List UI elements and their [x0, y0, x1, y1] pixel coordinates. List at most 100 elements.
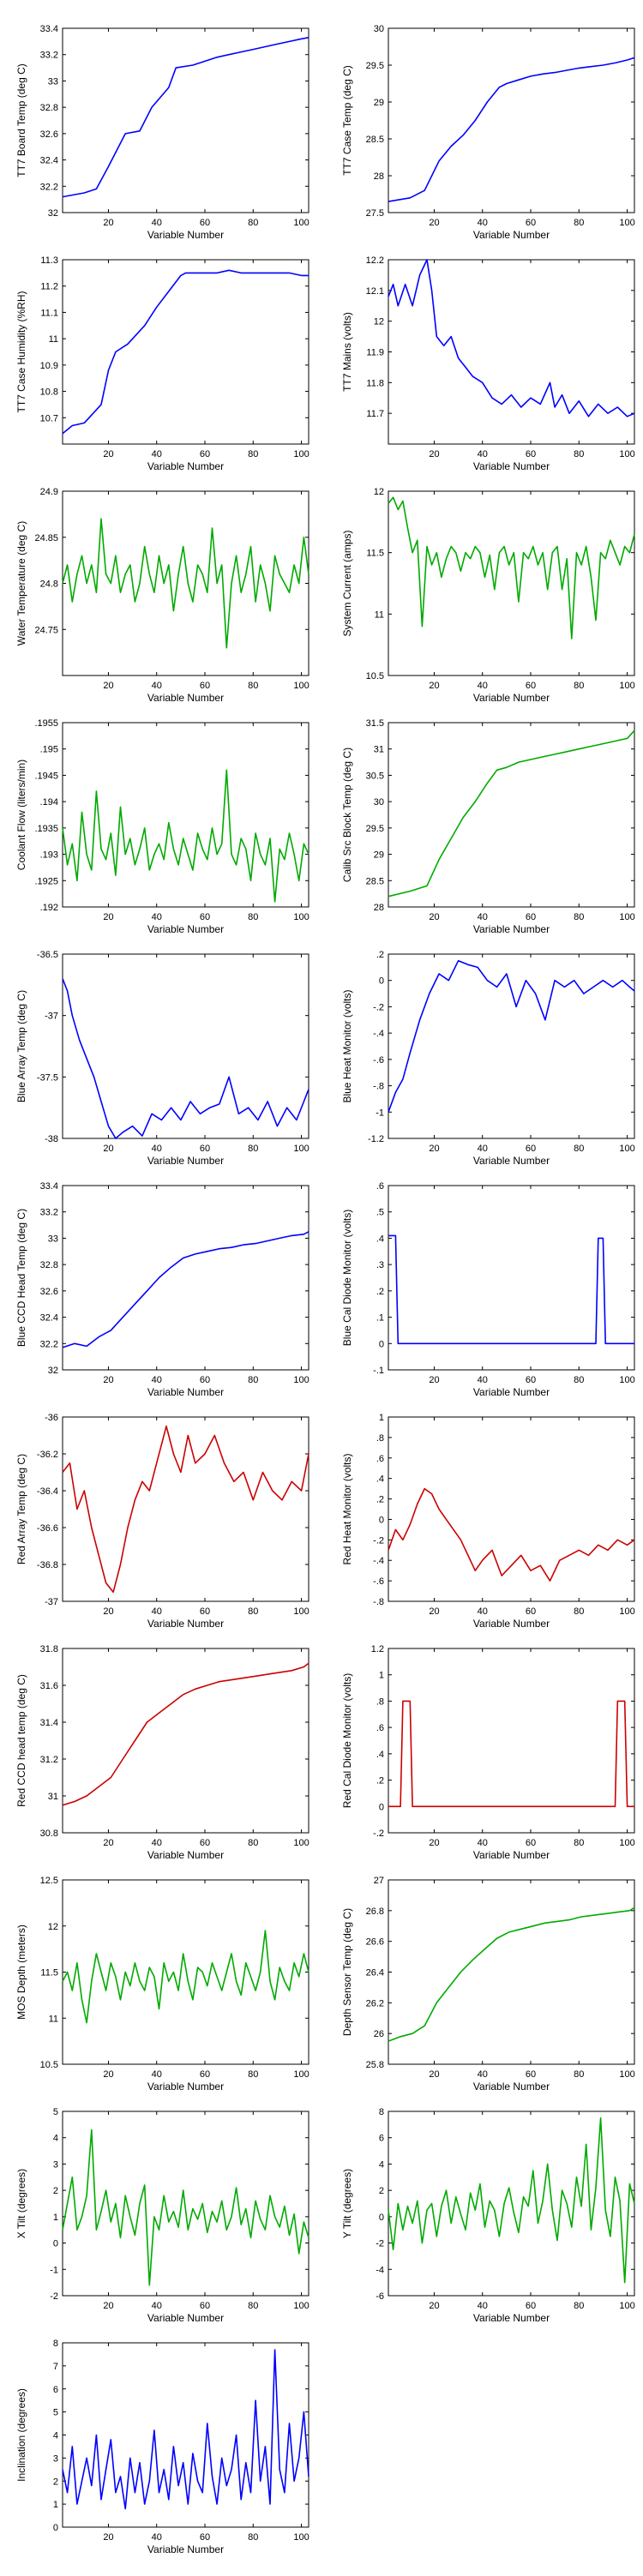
y-tick-label: .6 [376, 1723, 384, 1733]
x-axis-label: Variable Number [473, 229, 550, 241]
x-tick-label: 80 [574, 218, 584, 228]
y-tick-label: .2 [376, 1776, 384, 1786]
y-axis-label: Blue CCD Head Temp (deg C) [15, 1209, 27, 1347]
y-tick-label: .192 [40, 903, 58, 913]
series-line [62, 1231, 309, 1348]
x-tick-label: 80 [248, 912, 258, 922]
x-tick-label: 60 [200, 1375, 210, 1385]
y-axis-label: X Tilt (degrees) [15, 2169, 27, 2238]
y-tick-label: 1 [53, 2213, 58, 2223]
y-tick-label: 24.8 [40, 579, 58, 590]
y-tick-label: .1 [376, 1313, 384, 1324]
series-line [388, 1906, 635, 2042]
x-axis-label: Variable Number [147, 1386, 224, 1398]
y-tick-label: 29.5 [366, 61, 384, 71]
x-axis-label: Variable Number [147, 1849, 224, 1861]
series-line [62, 2129, 309, 2286]
plot-frame [62, 2342, 309, 2528]
y-tick-label: .194 [40, 797, 58, 808]
x-tick-label: 40 [152, 449, 162, 459]
y-tick-label: 11.5 [366, 549, 384, 559]
x-tick-label: 100 [619, 1838, 634, 1848]
y-tick-label: 11.2 [40, 282, 58, 292]
y-tick-label: 11.5 [40, 1968, 58, 1979]
x-tick-label: 100 [619, 912, 634, 922]
x-axis-label: Variable Number [473, 692, 550, 704]
y-axis-label: Inclination (degrees) [15, 2388, 27, 2482]
series-line [388, 959, 635, 1113]
series-line [388, 1234, 634, 1345]
x-tick-label: 80 [248, 1144, 258, 1154]
x-tick-label: 80 [574, 681, 584, 691]
series-line [388, 259, 635, 417]
y-tick-label: -1 [50, 2265, 58, 2275]
y-tick-label: 7 [53, 2362, 58, 2372]
y-tick-label: 10.5 [366, 671, 384, 682]
chart-panel-1: 20 40 60 80 100 32 32.2 32.4 32.6 32.8 33 33.2 33.4 V… [15, 24, 309, 241]
chart-panel-8: 20 40 60 80 100 28 28.5 29 29.5 30 30.5 31 31.5 Varia… [341, 718, 635, 935]
y-tick-label: 33.4 [40, 24, 58, 34]
x-tick-label: 100 [619, 1144, 634, 1154]
y-tick-label: -36.8 [37, 1560, 58, 1570]
x-tick-label: 60 [200, 218, 210, 228]
chart-panel-15: 20 40 60 80 100 30.8 31 31.2 31.4 31.6 31.8 Variabl… [15, 1644, 309, 1861]
y-tick-label: 11.3 [40, 255, 58, 266]
x-tick-label: 100 [293, 2532, 309, 2543]
y-tick-label: 26 [374, 2029, 384, 2039]
plot-frame [62, 27, 309, 213]
y-tick-label: -1.2 [368, 1134, 384, 1144]
plot-frame [388, 27, 635, 213]
y-tick-label: .5 [376, 1208, 384, 1218]
x-axis-label: Variable Number [473, 1849, 550, 1861]
x-tick-label: 60 [200, 2532, 210, 2543]
x-tick-label: 20 [103, 2301, 113, 2311]
chart-panel-11: 20 40 60 80 100 32 32.2 32.4 32.6 32.8 33 33.2 33.4 V… [15, 1181, 309, 1398]
y-tick-label: .4 [376, 1750, 384, 1760]
y-tick-label: 11.1 [40, 308, 58, 318]
x-tick-label: 40 [152, 2069, 162, 2080]
y-tick-label: .1935 [34, 824, 58, 834]
y-tick-label: .1925 [34, 876, 58, 886]
x-axis-label: Variable Number [147, 923, 224, 935]
x-tick-label: 20 [103, 1375, 113, 1385]
y-tick-label: 24.9 [40, 487, 58, 497]
y-tick-label: 29.5 [366, 824, 384, 834]
y-tick-label: -.6 [373, 1055, 384, 1066]
chart-panel-17: 20 40 60 80 100 10.5 11 11.5 12 12.5 Variable Numb… [15, 1876, 309, 2093]
x-axis-label: Variable Number [473, 1386, 550, 1398]
y-axis-label: Red Heat Monitor (volts) [341, 1453, 353, 1564]
y-tick-label: -36.2 [37, 1450, 58, 1460]
y-tick-label: 0 [379, 1515, 384, 1525]
y-tick-label: 29 [374, 850, 384, 861]
y-tick-label: 33.4 [40, 1181, 58, 1192]
x-tick-label: 20 [429, 681, 439, 691]
y-tick-label: 8 [379, 2107, 384, 2117]
series-line [388, 2117, 635, 2284]
x-tick-label: 20 [103, 1144, 113, 1154]
y-tick-label: 10.7 [40, 413, 58, 423]
y-tick-label: 32.6 [40, 129, 58, 140]
y-tick-label: .2 [376, 1495, 384, 1505]
series-line [388, 1487, 635, 1582]
y-tick-label: 0 [53, 2239, 58, 2249]
chart-panel-7: 20 40 60 80 100 .192 .1925 .193 .1935 .194 .1945 .1… [15, 718, 309, 935]
y-tick-label: 32 [48, 1366, 58, 1376]
y-tick-label: 31.4 [40, 1718, 58, 1728]
y-axis-label: TT7 Board Temp (deg C) [15, 63, 27, 177]
y-tick-label: -2 [50, 2291, 58, 2302]
y-tick-label: 31.8 [40, 1644, 58, 1654]
y-axis-label: Blue Cal Diode Monitor (volts) [341, 1210, 353, 1346]
y-tick-label: 28 [374, 171, 384, 182]
series-line [62, 1425, 309, 1594]
x-axis-label: Variable Number [147, 1155, 224, 1167]
y-tick-label: .8 [376, 1433, 384, 1444]
y-tick-label: 8 [53, 2339, 58, 2349]
y-axis-label: Depth Sensor Temp (deg C) [341, 1908, 353, 2036]
y-tick-label: -38 [45, 1134, 58, 1144]
y-tick-label: 12 [48, 1922, 58, 1932]
plot-frame [62, 1648, 309, 1834]
x-tick-label: 60 [526, 1144, 536, 1154]
y-tick-label: -4 [376, 2265, 384, 2275]
x-tick-label: 40 [478, 449, 488, 459]
